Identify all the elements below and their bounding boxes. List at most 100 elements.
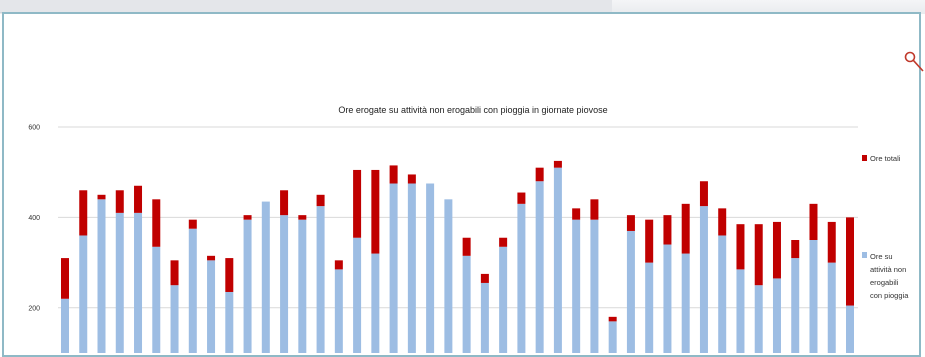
bar-inner-segment — [827, 262, 836, 353]
bar-inner-segment — [663, 244, 672, 353]
bar-total-segment — [480, 273, 489, 283]
bar-inner-segment — [754, 285, 763, 353]
bar-inner-segment — [280, 215, 289, 353]
bar-total-segment — [626, 215, 635, 231]
bar-inner-segment — [608, 321, 617, 353]
bar-inner-segment — [444, 199, 453, 353]
bar-total-segment — [389, 165, 398, 184]
bar-inner-segment — [371, 253, 380, 353]
bar-inner-segment — [718, 235, 727, 353]
bar-inner-segment — [261, 201, 270, 353]
legend-swatch-total — [862, 155, 867, 161]
bar-total-segment — [590, 199, 599, 220]
bar-total-segment — [152, 199, 161, 247]
bar-inner-segment — [97, 199, 106, 353]
chart-title: Ore erogate su attività non erogabili co… — [338, 105, 607, 115]
bar-total-segment — [681, 203, 690, 254]
bar-total-segment — [718, 208, 727, 236]
bar-total-segment — [663, 215, 672, 245]
bar-inner-segment — [809, 240, 818, 353]
bar-total-segment — [809, 203, 818, 240]
y-axis-ticks: 200 400 600 — [28, 125, 40, 313]
bar-total-segment — [115, 190, 124, 213]
y-tick-label: 200 — [28, 305, 40, 312]
bar-total-segment — [371, 169, 380, 254]
bar-total-segment — [207, 255, 216, 261]
bar-inner-segment — [389, 183, 398, 353]
bar-total-segment — [517, 192, 526, 204]
legend-label-inner-1: Ore su — [870, 252, 893, 261]
bar-inner-segment — [170, 285, 179, 353]
bar-total-segment — [535, 167, 544, 182]
legend-label-inner-3: erogabili — [870, 278, 899, 287]
bar-inner-segment — [462, 255, 471, 353]
bar-inner-segment — [499, 246, 508, 353]
bar-total-segment — [846, 217, 854, 306]
bar-total-segment — [243, 215, 252, 220]
bar-inner-segment — [590, 219, 599, 353]
bar-inner-segment — [846, 305, 854, 353]
bar-inner-segment — [699, 206, 708, 353]
bar-total-segment — [353, 169, 362, 238]
bar-inner-segment — [517, 203, 526, 353]
bar-inner-segment — [334, 269, 343, 353]
bar-inner-segment — [645, 262, 654, 353]
bar-total-segment — [225, 258, 234, 292]
legend-swatch-inner — [862, 252, 867, 258]
bar-total-segment — [553, 160, 562, 168]
bar-inner-segment — [553, 167, 562, 353]
window-top-strip — [0, 0, 925, 14]
bar-total-segment — [754, 224, 763, 286]
bar-total-segment — [280, 190, 289, 216]
bar-inner-segment — [772, 278, 781, 353]
legend-label-inner-4: con pioggia — [870, 291, 909, 300]
bar-inner-segment — [152, 246, 161, 353]
bar-inner-segment — [298, 219, 307, 353]
bar-total-segment — [170, 260, 179, 286]
bar-total-segment — [334, 260, 343, 270]
bar-total-segment — [134, 185, 143, 213]
legend-label-total: Ore totali — [870, 154, 901, 163]
bar-total-segment — [572, 208, 581, 220]
bar-total-segment — [61, 258, 69, 299]
bar-inner-segment — [681, 253, 690, 353]
bar-total-segment — [736, 224, 745, 270]
legend-label-inner-2: attività non — [870, 265, 906, 274]
bar-total-segment — [499, 237, 508, 247]
bar-inner-segment — [207, 260, 216, 353]
y-tick-label: 600 — [28, 125, 40, 132]
bar-inner-segment — [61, 298, 69, 353]
bar-total-segment — [188, 219, 197, 229]
bar-total-segment — [827, 221, 836, 263]
bar-inner-segment — [188, 228, 197, 353]
bar-total-segment — [462, 237, 471, 256]
bars — [61, 160, 854, 353]
bar-inner-segment — [115, 212, 124, 353]
bar-total-segment — [316, 194, 325, 207]
bar-total-segment — [608, 316, 617, 322]
bar-inner-segment — [79, 235, 88, 353]
bar-inner-segment — [736, 269, 745, 353]
bar-total-segment — [699, 181, 708, 207]
bar-inner-segment — [791, 258, 800, 353]
bar-inner-segment — [353, 237, 362, 353]
bar-total-segment — [97, 194, 106, 200]
bar-inner-segment — [426, 183, 435, 353]
magnifier-icon[interactable] — [903, 50, 925, 72]
bar-total-segment — [79, 190, 88, 236]
bar-inner-segment — [626, 230, 635, 353]
bar-total-segment — [407, 174, 416, 184]
bar-inner-segment — [407, 183, 416, 353]
bar-inner-segment — [134, 212, 143, 353]
legend: Ore totali Ore su attività non erogabili… — [862, 154, 909, 300]
bar-total-segment — [298, 215, 307, 220]
bar-total-segment — [772, 221, 781, 279]
y-tick-label: 400 — [28, 215, 40, 222]
bar-inner-segment — [480, 282, 489, 353]
bar-inner-segment — [572, 219, 581, 353]
bar-total-segment — [791, 240, 800, 259]
bar-inner-segment — [535, 181, 544, 353]
bar-inner-segment — [243, 219, 252, 353]
bar-inner-segment — [316, 206, 325, 353]
